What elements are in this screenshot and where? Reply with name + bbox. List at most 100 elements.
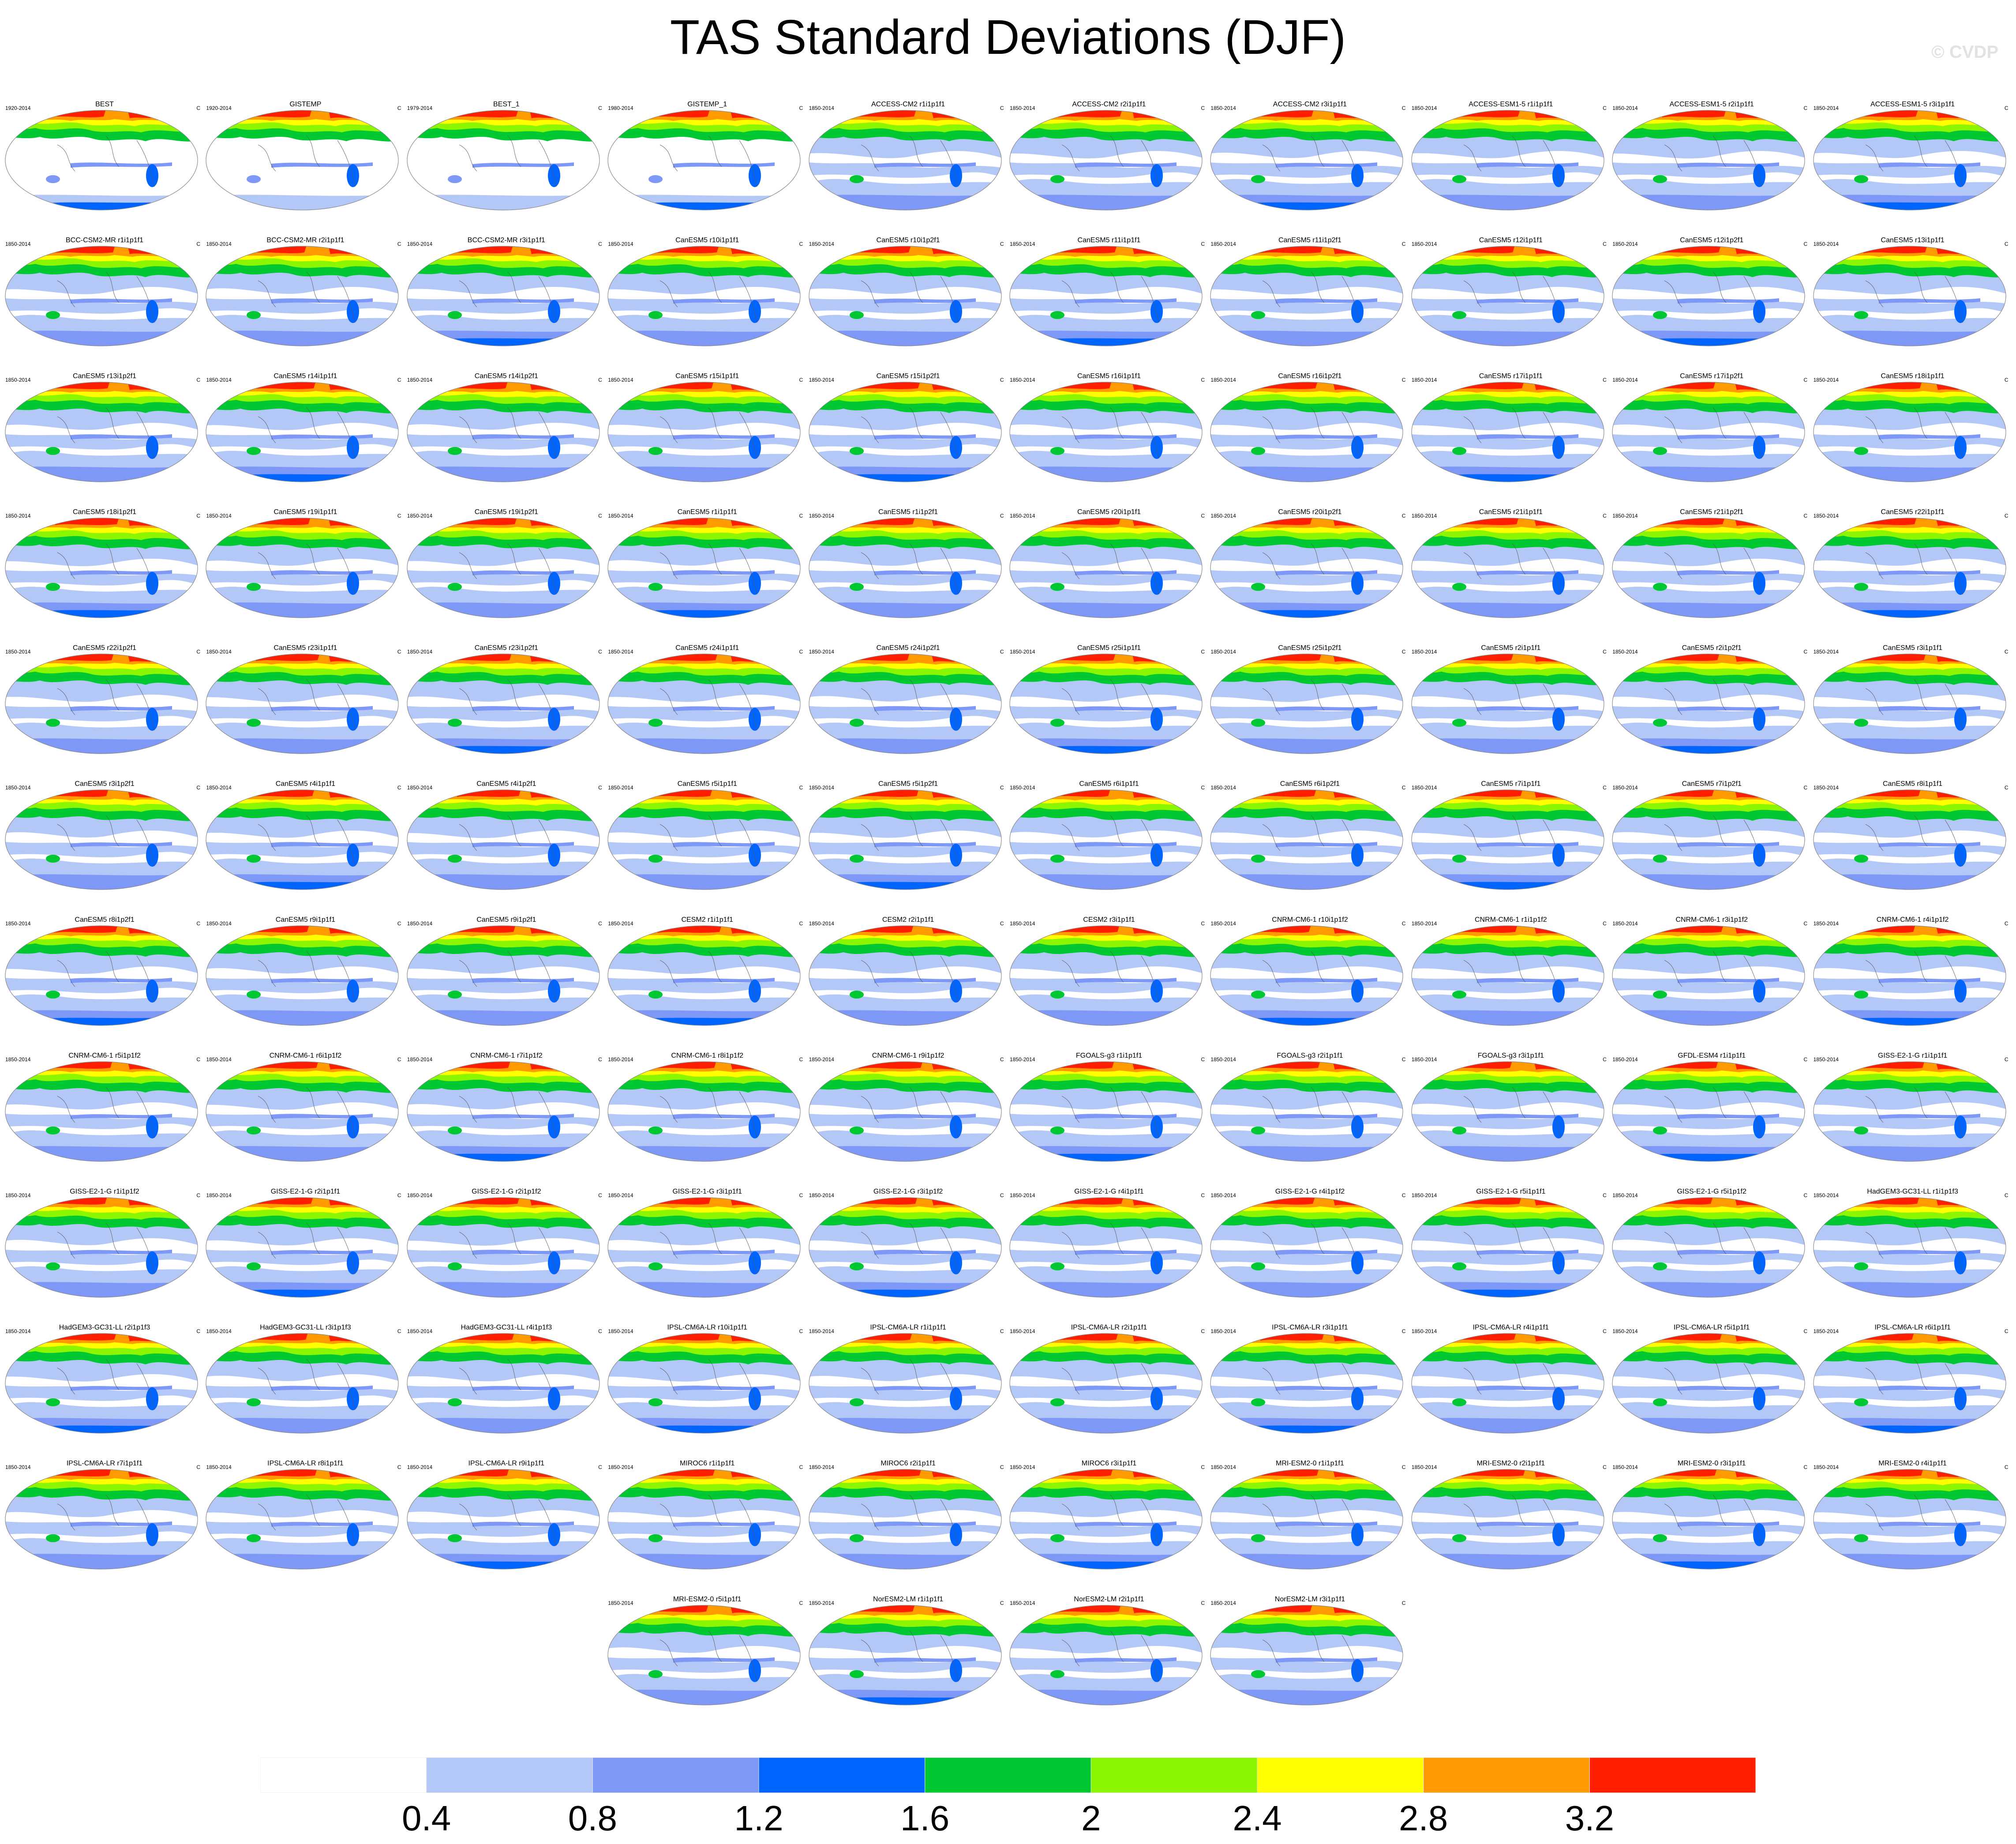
panel-map [1411,382,1604,482]
panel-period: 1850-2014 [809,377,834,383]
panel-period: 1850-2014 [206,377,232,383]
panel-map [1612,1333,1805,1434]
panel-period: 1850-2014 [1813,785,1839,791]
panel-unit: C [799,105,803,111]
panel-title: CNRM-CM6-1 r5i1p1f2 [68,1052,141,1059]
map-panel: 1850-2014 GISS-E2-1-G r4i1p1f2 C [1210,1188,1410,1324]
panel-unit: C [196,649,200,655]
panel-title: IPSL-CM6A-LR r1i1p1f1 [870,1324,946,1331]
colorbar-tick-label: 0.4 [402,1799,451,1838]
panel-unit: C [196,920,200,927]
panel-period: 1850-2014 [407,1192,433,1198]
panel-period: 1850-2014 [1010,920,1035,927]
panel-unit: C [1201,1056,1205,1063]
panel-period: 1850-2014 [1612,785,1638,791]
panel-unit: C [598,649,602,655]
panel-map [607,110,801,210]
panel-map [206,925,399,1026]
panel-period: 1850-2014 [1010,649,1035,655]
map-panel: 1850-2014 GISS-E2-1-G r3i1p1f2 C [808,1188,1008,1324]
panel-map [607,925,801,1026]
panel-map [5,246,198,346]
panel-map [808,653,1002,754]
panel-title: CanESM5 r24i1p2f1 [876,644,940,652]
panel-unit: C [1803,785,1808,791]
map-panel: 1850-2014 NorESM2-LM r3i1p1f1 C [1210,1596,1410,1731]
panel-map [1612,925,1805,1026]
panel-map [808,925,1002,1026]
panel-unit: C [1603,920,1607,927]
panel-title: CanESM5 r13i1p1f1 [1881,237,1945,244]
panel-period: 1850-2014 [1612,241,1638,247]
panel-unit: C [196,1192,200,1198]
map-panel: 1850-2014 MRI-ESM2-0 r5i1p1f1 C [607,1596,807,1731]
panel-period: 1850-2014 [206,1056,232,1063]
panel-map [206,518,399,618]
panel-period: 1850-2014 [1813,1192,1839,1198]
panel-unit: C [598,1192,602,1198]
panel-unit: C [1603,1464,1607,1470]
panel-title: CanESM5 r8i1p1f1 [1883,780,1943,788]
map-panel: 1850-2014 CanESM5 r13i1p2f1 C [4,372,205,508]
map-panel: 1850-2014 GISS-E2-1-G r5i1p1f2 C [1611,1188,1812,1324]
panel-title: BCC-CSM2-MR r3i1p1f1 [467,237,545,244]
map-panel: 1850-2014 CanESM5 r16i1p2f1 C [1210,372,1410,508]
panel-unit: C [2004,649,2009,655]
panel-unit: C [1803,1056,1808,1063]
panel-unit: C [1201,377,1205,383]
panel-map [1612,110,1805,210]
panel-period: 1850-2014 [1010,1328,1035,1334]
panel-title: GISS-E2-1-G r1i1p1f2 [70,1188,139,1195]
panel-period: 1850-2014 [1210,105,1236,111]
panel-title: BEST_1 [493,101,520,108]
map-panel: 1850-2014 BCC-CSM2-MR r3i1p1f1 C [406,237,607,372]
panel-unit: C [598,1328,602,1334]
panel-map [1411,246,1604,346]
panel-unit: C [1603,1192,1607,1198]
panel-period: 1850-2014 [1612,1328,1638,1334]
panel-map [1813,925,2006,1026]
panel-map [1612,1469,1805,1570]
panel-period: 1850-2014 [5,1464,31,1470]
panel-unit: C [1000,1600,1004,1606]
map-panel: 1850-2014 BCC-CSM2-MR r2i1p1f1 C [205,237,405,372]
panel-map [407,653,600,754]
colorbar-swatch [925,1758,1091,1793]
panel-map [407,110,600,210]
panel-period: 1850-2014 [206,649,232,655]
panel-title: CNRM-CM6-1 r3i1p1f2 [1675,916,1748,924]
panel-title: GISS-E2-1-G r2i1p1f2 [472,1188,541,1195]
panel-map [1210,925,1403,1026]
panel-period: 1850-2014 [206,1328,232,1334]
panel-map [1813,653,2006,754]
panel-map [206,1469,399,1570]
panel-unit: C [397,1464,401,1470]
panel-period: 1850-2014 [1210,649,1236,655]
panel-period: 1850-2014 [407,241,433,247]
panel-unit: C [1401,1192,1406,1198]
map-panel: 1850-2014 NorESM2-LM r1i1p1f1 C [808,1596,1008,1731]
panel-unit: C [1603,1328,1607,1334]
panel-period: 1850-2014 [608,1464,633,1470]
panel-period: 1850-2014 [809,1192,834,1198]
panel-map [607,1197,801,1298]
panel-title: ACCESS-ESM1-5 r3i1p1f1 [1870,101,1955,108]
panel-period: 1920-2014 [206,105,232,111]
map-panel: 1850-2014 GISS-E2-1-G r1i1p1f2 C [4,1188,205,1324]
panel-unit: C [799,1056,803,1063]
panel-map [206,382,399,482]
panel-unit: C [397,105,401,111]
panel-period: 1850-2014 [1813,1328,1839,1334]
panel-period: 1850-2014 [1010,105,1035,111]
panel-period: 1980-2014 [608,105,633,111]
panel-unit: C [1201,1192,1205,1198]
panel-map [607,518,801,618]
map-panel: 1920-2014 BEST C [4,101,205,237]
map-panel: 1850-2014 CanESM5 r20i1p2f1 C [1210,508,1410,644]
panel-unit: C [1401,241,1406,247]
panel-map [1411,925,1604,1026]
panel-period: 1850-2014 [1612,105,1638,111]
panel-period: 1850-2014 [608,513,633,519]
panel-unit: C [1401,1328,1406,1334]
colorbar-swatch [1090,1758,1258,1793]
